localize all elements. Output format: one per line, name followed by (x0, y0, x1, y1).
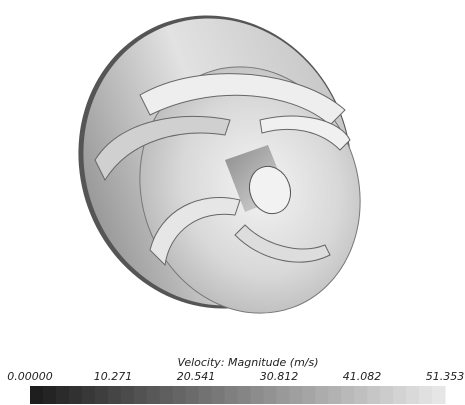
color-step (199, 386, 212, 404)
color-step (173, 386, 186, 404)
color-step (160, 386, 173, 404)
color-step (238, 386, 251, 404)
viewport: Velocity: Magnitude (m/s) 0.00000 10.271 2… (0, 0, 465, 405)
color-step (30, 386, 43, 404)
color-step (56, 386, 69, 404)
color-step (315, 386, 328, 404)
color-step (432, 386, 445, 404)
impeller (38, 0, 395, 347)
color-step (43, 386, 56, 404)
colorbar-title: Velocity: Magnitude (m/s) (177, 356, 318, 369)
color-step (134, 386, 147, 404)
color-step (393, 386, 406, 404)
color-step (328, 386, 341, 404)
color-step (186, 386, 199, 404)
color-step (419, 386, 432, 404)
color-step (212, 386, 225, 404)
color-step (302, 386, 315, 404)
tick-label: 0.00000 (7, 370, 53, 383)
tick-label: 10.271 (94, 370, 133, 383)
tick-label: 41.082 (343, 370, 382, 383)
color-step (69, 386, 82, 404)
tick-label: 20.541 (177, 370, 216, 383)
color-step (406, 386, 419, 404)
color-step (263, 386, 276, 404)
color-step (367, 386, 380, 404)
color-step (82, 386, 95, 404)
tick-label: 30.812 (260, 370, 299, 383)
color-step (108, 386, 121, 404)
color-step (250, 386, 263, 404)
color-step (289, 386, 302, 404)
tick-label: 51.353 (426, 370, 465, 383)
color-step (95, 386, 108, 404)
color-step (225, 386, 238, 404)
color-step (354, 386, 367, 404)
color-step (276, 386, 289, 404)
colorbar: 0.00000 10.271 20.541 30.812 41.082 51.353 (7, 370, 464, 404)
color-step (121, 386, 134, 404)
color-step (341, 386, 354, 404)
render: Velocity: Magnitude (m/s) 0.00000 10.271 2… (0, 0, 465, 405)
color-step (147, 386, 160, 404)
color-step (380, 386, 393, 404)
